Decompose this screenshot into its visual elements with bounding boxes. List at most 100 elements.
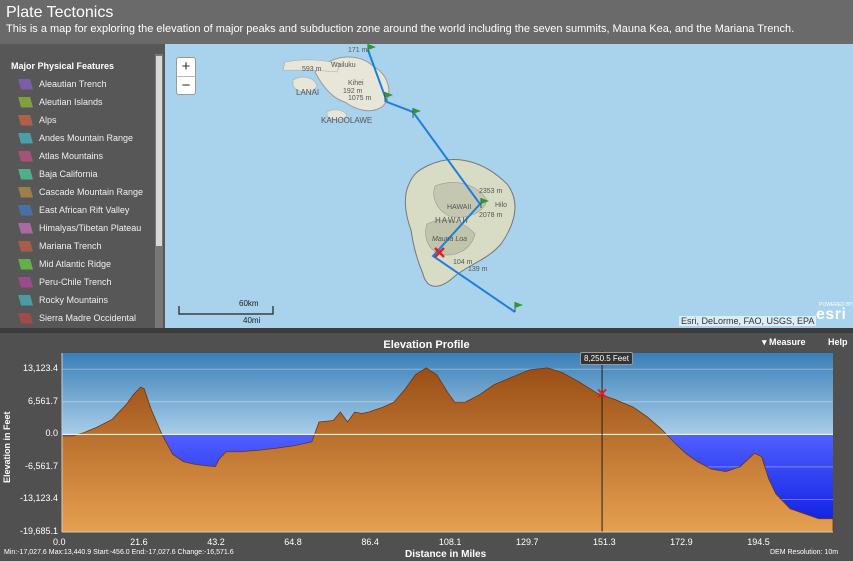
panel-splitter[interactable] <box>0 328 853 333</box>
legend-item-label: Mariana Trench <box>39 241 102 251</box>
y-tick-label: 0.0 <box>45 428 58 439</box>
legend-swatch-icon <box>18 132 33 144</box>
legend-item[interactable]: Atlas Mountains <box>18 147 153 165</box>
legend-item-label: Cascade Mountain Range <box>39 187 144 197</box>
flag-icon <box>367 44 523 312</box>
elevation-tooltip: 8,250.5 Feet <box>580 352 633 365</box>
x-tick-label: 194.5 <box>747 537 770 547</box>
x-axis-title: Distance in Miles <box>405 549 487 560</box>
x-tick-label: 43.2 <box>207 537 225 547</box>
legend-item-label: Mid Atlantic Ridge <box>39 259 112 269</box>
legend-swatch-icon <box>18 150 33 162</box>
y-tick-label: -6,561.7 <box>24 460 58 471</box>
label-wailuku: Wailuku <box>331 62 356 69</box>
label-lanai: LANAI <box>296 88 320 97</box>
legend-swatch-icon <box>18 294 33 306</box>
position-marker-icon <box>434 247 445 258</box>
legend-item-label: Alps <box>39 115 57 125</box>
x-tick-label: 151.3 <box>593 537 616 547</box>
legend-item[interactable]: Alps <box>18 111 153 129</box>
legend-swatch-icon <box>18 78 33 90</box>
legend-item[interactable]: Sierra Madre Occidental <box>18 309 153 327</box>
map-view[interactable]: 171 m 593 m Wailuku Kihei 192 m 1075 m L… <box>165 44 853 328</box>
x-tick-label: 172.9 <box>670 537 693 547</box>
legend-item-label: Sierra Madre Occidental <box>39 313 137 323</box>
zoom-out-button[interactable]: − <box>177 76 195 94</box>
measure-button[interactable]: ▾ Measure <box>762 337 806 347</box>
legend-item-label: Himalyas/Tibetan Plateau <box>39 223 142 233</box>
legend-swatch-icon <box>18 96 33 108</box>
terrain-area <box>61 367 834 533</box>
label-e2078: 2078 m <box>479 212 503 219</box>
legend-item-label: Aleutian Islands <box>39 97 103 107</box>
esri-powered-label: POWERED BY <box>819 302 853 308</box>
legend-swatch-icon <box>18 258 33 270</box>
legend-swatch-icon <box>18 168 33 180</box>
zoom-control: + − <box>176 57 196 95</box>
dem-resolution: DEM Resolution: 10m <box>770 549 839 556</box>
legend-item[interactable]: Andes Mountain Range <box>18 129 153 147</box>
legend-item[interactable]: Rocky Mountains <box>18 291 153 309</box>
legend-item-label: East African Rift Valley <box>39 205 130 215</box>
zoom-in-button[interactable]: + <box>181 58 191 75</box>
label-e139: 139 m <box>468 266 488 273</box>
legend-item[interactable]: Mariana Trench <box>18 237 153 255</box>
legend-heading: Major Physical Features <box>11 61 115 71</box>
label-kihei: Kihei <box>348 80 364 87</box>
label-kahoolawe: KAHOOLAWE <box>321 116 373 125</box>
legend-panel: Major Physical Features Aleautian Trench… <box>0 44 165 328</box>
legend-swatch-icon <box>18 186 33 198</box>
legend-item[interactable]: Mid Atlantic Ridge <box>18 255 153 273</box>
legend-swatch-icon <box>18 204 33 216</box>
map-canvas <box>178 44 523 315</box>
header: Plate Tectonics This is a map for explor… <box>0 0 853 44</box>
legend-list: Aleautian Trench Aleutian Islands Alps Ande… <box>18 75 153 327</box>
x-tick-label: 129.7 <box>515 537 539 547</box>
label-hilo: Hilo <box>495 202 508 209</box>
scale-mi-label: 40mi <box>243 316 261 325</box>
legend-item[interactable]: Cascade Mountain Range <box>18 183 153 201</box>
label-e104: 104 m <box>453 259 473 266</box>
legend-swatch-icon <box>18 222 33 234</box>
x-tick-label: 0.0 <box>53 537 66 547</box>
legend-item[interactable]: Aleautian Trench <box>18 75 153 93</box>
label-mauna-loa: Mauna Loa <box>432 236 468 243</box>
label-e192: 192 m <box>343 88 363 95</box>
legend-item[interactable]: Aleutian Islands <box>18 93 153 111</box>
app-subtitle: This is a map for exploring the elevatio… <box>6 23 795 35</box>
app-title: Plate Tectonics <box>6 4 114 21</box>
legend-swatch-icon <box>18 312 33 324</box>
legend-item-label: Aleautian Trench <box>39 79 107 89</box>
legend-item-label: Peru-Chile Trench <box>39 277 112 287</box>
label-hawaii: HAWAII <box>447 204 472 211</box>
label-e2353: 2353 m <box>479 188 503 195</box>
y-tick-label: -19,685.1 <box>19 526 58 536</box>
x-tick-label: 64.8 <box>284 537 302 547</box>
x-tick-label: 21.6 <box>130 537 148 547</box>
help-button[interactable]: Help <box>828 337 848 347</box>
legend-item[interactable]: Peru-Chile Trench <box>18 273 153 291</box>
profile-path <box>367 49 516 313</box>
legend-item[interactable]: Himalyas/Tibetan Plateau <box>18 219 153 237</box>
elevation-chart[interactable] <box>0 333 853 561</box>
legend-swatch-icon <box>18 240 33 252</box>
label-e171: 171 m <box>348 47 368 54</box>
elevation-profile-panel: Elevation Profile ▾ Measure Help Elevati… <box>0 333 853 561</box>
scale-km-label: 60km <box>239 299 259 308</box>
kahoolawe-island <box>326 109 348 121</box>
legend-scrollbar[interactable] <box>155 54 163 328</box>
legend-item[interactable]: East African Rift Valley <box>18 201 153 219</box>
legend-scroll-thumb[interactable] <box>156 56 162 246</box>
label-e593: 593 m <box>302 66 322 73</box>
label-e1075: 1075 m <box>348 95 372 102</box>
profile-stats: Min:-17,027.6 Max:13,440.9 Start:-456.0 … <box>4 549 234 556</box>
x-tick-label: 86.4 <box>361 537 379 547</box>
legend-item-label: Rocky Mountains <box>39 295 109 305</box>
legend-item[interactable]: Baja California <box>18 165 153 183</box>
legend-item-label: Andes Mountain Range <box>39 133 134 143</box>
legend-item-label: Baja California <box>39 169 98 179</box>
scale-bar <box>178 306 274 315</box>
y-tick-label: -13,123.4 <box>19 493 58 504</box>
x-tick-label: 108.1 <box>438 537 462 547</box>
molokai-island <box>282 59 341 73</box>
